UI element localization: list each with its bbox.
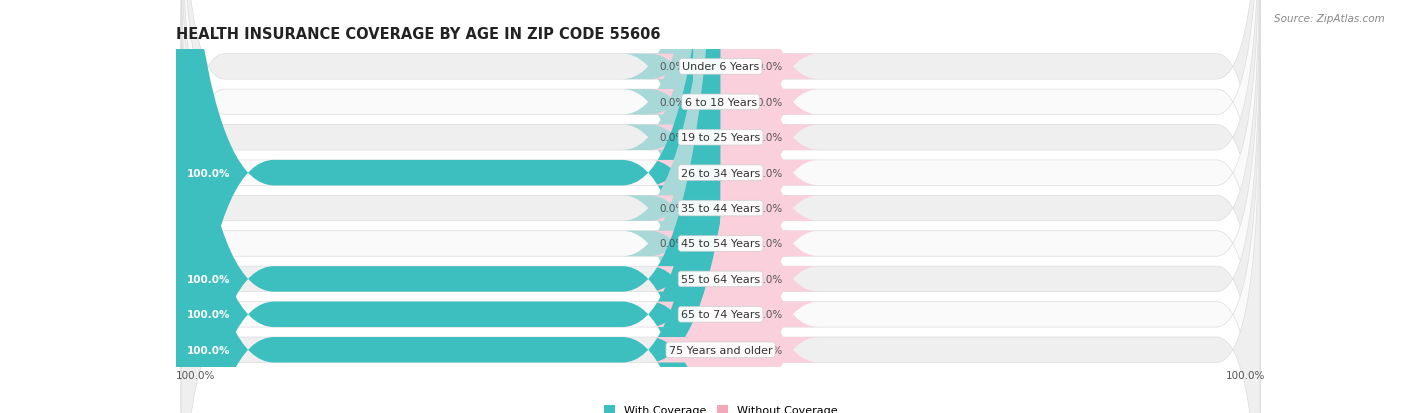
Text: 45 to 54 Years: 45 to 54 Years xyxy=(681,239,761,249)
FancyBboxPatch shape xyxy=(650,0,818,413)
Text: 0.0%: 0.0% xyxy=(756,345,782,355)
FancyBboxPatch shape xyxy=(623,0,792,413)
FancyBboxPatch shape xyxy=(623,0,792,413)
Legend: With Coverage, Without Coverage: With Coverage, Without Coverage xyxy=(599,400,842,413)
Text: 100.0%: 100.0% xyxy=(187,168,231,178)
Text: 26 to 34 Years: 26 to 34 Years xyxy=(681,168,761,178)
Text: 0.0%: 0.0% xyxy=(659,133,685,143)
FancyBboxPatch shape xyxy=(650,0,818,413)
Text: 0.0%: 0.0% xyxy=(756,204,782,214)
Text: 100.0%: 100.0% xyxy=(187,345,231,355)
Text: 0.0%: 0.0% xyxy=(756,133,782,143)
Text: 100.0%: 100.0% xyxy=(187,274,231,284)
FancyBboxPatch shape xyxy=(181,0,1260,408)
Text: Source: ZipAtlas.com: Source: ZipAtlas.com xyxy=(1274,14,1385,24)
Text: HEALTH INSURANCE COVERAGE BY AGE IN ZIP CODE 55606: HEALTH INSURANCE COVERAGE BY AGE IN ZIP … xyxy=(176,26,661,41)
FancyBboxPatch shape xyxy=(650,0,818,413)
FancyBboxPatch shape xyxy=(623,0,792,413)
Text: 100.0%: 100.0% xyxy=(187,310,231,320)
FancyBboxPatch shape xyxy=(181,0,1260,413)
FancyBboxPatch shape xyxy=(176,0,721,413)
FancyBboxPatch shape xyxy=(623,0,792,413)
FancyBboxPatch shape xyxy=(176,0,721,413)
FancyBboxPatch shape xyxy=(181,0,1260,413)
FancyBboxPatch shape xyxy=(650,0,818,413)
Text: 0.0%: 0.0% xyxy=(756,97,782,107)
FancyBboxPatch shape xyxy=(181,9,1260,413)
FancyBboxPatch shape xyxy=(181,0,1260,413)
FancyBboxPatch shape xyxy=(650,0,818,413)
Text: 6 to 18 Years: 6 to 18 Years xyxy=(685,97,756,107)
FancyBboxPatch shape xyxy=(176,0,721,413)
FancyBboxPatch shape xyxy=(181,0,1260,337)
Text: 65 to 74 Years: 65 to 74 Years xyxy=(681,310,761,320)
FancyBboxPatch shape xyxy=(623,0,792,413)
FancyBboxPatch shape xyxy=(176,0,721,413)
FancyBboxPatch shape xyxy=(650,0,818,413)
Text: 0.0%: 0.0% xyxy=(659,239,685,249)
Text: 0.0%: 0.0% xyxy=(756,62,782,72)
FancyBboxPatch shape xyxy=(650,0,818,413)
Text: 0.0%: 0.0% xyxy=(659,97,685,107)
Text: 0.0%: 0.0% xyxy=(659,62,685,72)
Text: 0.0%: 0.0% xyxy=(756,274,782,284)
Text: Under 6 Years: Under 6 Years xyxy=(682,62,759,72)
Text: 75 Years and older: 75 Years and older xyxy=(669,345,772,355)
Text: 55 to 64 Years: 55 to 64 Years xyxy=(681,274,761,284)
FancyBboxPatch shape xyxy=(181,80,1260,413)
FancyBboxPatch shape xyxy=(181,0,1260,373)
Text: 100.0%: 100.0% xyxy=(176,370,215,380)
FancyBboxPatch shape xyxy=(650,0,818,413)
Text: 0.0%: 0.0% xyxy=(756,310,782,320)
Text: 100.0%: 100.0% xyxy=(1226,370,1265,380)
FancyBboxPatch shape xyxy=(181,45,1260,413)
Text: 19 to 25 Years: 19 to 25 Years xyxy=(681,133,761,143)
Text: 35 to 44 Years: 35 to 44 Years xyxy=(681,204,761,214)
FancyBboxPatch shape xyxy=(650,0,818,413)
Text: 0.0%: 0.0% xyxy=(756,168,782,178)
Text: 0.0%: 0.0% xyxy=(756,239,782,249)
Text: 0.0%: 0.0% xyxy=(659,204,685,214)
